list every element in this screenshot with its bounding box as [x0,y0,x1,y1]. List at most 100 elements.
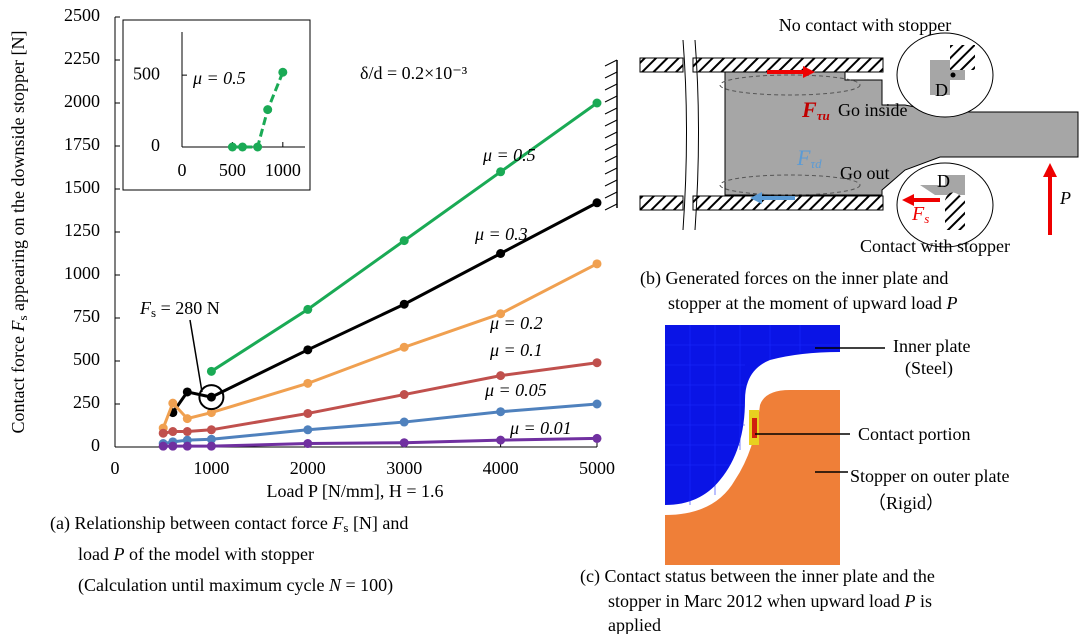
data-point [496,435,506,445]
x-tick-label: 5000 [579,458,615,478]
series-label: μ = 0.2 [489,313,543,333]
data-point [399,236,409,246]
data-point [496,167,506,177]
label: Contact portion [858,424,970,444]
x-tick-label: 500 [219,160,246,180]
y-tick-label: 2500 [64,5,100,25]
data-point [303,425,313,435]
series-label: μ = 0.5 [482,145,536,165]
label: Contact with stopper [860,236,1010,256]
data-point [592,433,602,443]
y-tick-label: 1250 [64,220,100,240]
label: Stopper on outer plate [850,466,1009,486]
caption-b: (b) Generated forces on the inner plate … [640,268,948,289]
data-point [303,408,313,418]
data-point [253,142,263,152]
y-tick-label: 250 [73,392,100,412]
data-point [182,427,192,437]
data-point [303,345,313,355]
data-point [303,439,313,449]
callout-circle [198,384,225,411]
label: Fτu [801,97,830,123]
data-point [206,434,216,444]
data-point [158,441,168,451]
caption-a: (Calculation until maximum cycle N = 100… [78,575,393,596]
x-tick-label: 4000 [483,458,519,478]
data-point [182,387,192,397]
x-tick-label: 1000 [265,160,301,180]
y-tick-label: 0 [91,435,100,455]
data-point [496,371,506,381]
series-label: μ = 0.5 [192,68,246,88]
y-tick-label: 1750 [64,134,100,154]
data-point [592,198,602,208]
y-tick-label: 500 [133,63,160,83]
data-point [206,392,216,402]
x-axis-label: Load P [N/mm], H = 1.6 [267,481,444,501]
data-point [237,142,247,152]
y-tick-label: 2250 [64,48,100,68]
label: Fs [911,203,929,226]
label: D [935,80,948,100]
y-tick-label: 1000 [64,263,100,283]
inset-frame [122,19,311,191]
series-line [163,436,598,448]
data-point [227,142,237,152]
caption-c: stopper in Marc 2012 when upward load P … [608,591,932,611]
series-label: μ = 0.1 [489,340,543,360]
x-tick-label: 1000 [193,458,229,478]
data-point [182,414,192,424]
label: P [1059,188,1071,208]
data-point [399,438,409,448]
data-point [303,378,313,388]
caption-b: stopper at the moment of upward load P [668,293,957,313]
data-point [399,390,409,400]
data-point [168,427,178,437]
caption-c: (c) Contact status between the inner pla… [580,566,935,587]
y-tick-label: 0 [151,135,160,155]
data-point [206,425,216,435]
y-tick-label: 500 [73,349,100,369]
data-point [592,358,602,368]
y-axis-label: Contact force Fs appearing on the downsi… [8,31,30,434]
y-tick-label: 1500 [64,177,100,197]
data-point [206,441,216,451]
y-tick-label: 750 [73,306,100,326]
label: D [937,171,950,191]
data-point [168,441,178,451]
annotation: δ/d = 0.2×10⁻³ [360,63,468,83]
x-tick-label: 0 [111,458,120,478]
data-point [168,398,178,408]
label: Fτd [796,145,822,171]
series-label: μ = 0.01 [509,418,572,438]
label: Go out [840,163,890,183]
panel-c-image [665,325,885,565]
series-label: μ = 0.3 [474,224,528,244]
x-tick-label: 2000 [290,458,326,478]
caption-a: (a) Relationship between contact force F… [50,513,408,535]
data-point [206,408,216,418]
data-point [592,259,602,269]
data-point [206,366,216,376]
data-point [399,299,409,309]
data-point [182,441,192,451]
panel-b-diagram [604,32,1079,248]
data-point [592,399,602,409]
x-tick-label: 0 [178,160,187,180]
x-tick-label: 3000 [386,458,422,478]
data-point [278,67,288,77]
data-point [263,105,273,115]
label: Inner plate [893,336,970,356]
data-point [496,249,506,258]
callout: Fs = 280 N [139,298,220,320]
data-point [592,98,602,108]
label: Go inside [838,100,908,120]
y-tick-label: 2000 [64,91,100,111]
data-point [158,428,168,438]
data-point [303,304,313,314]
callout-leader [189,319,203,393]
caption-a: load P of the model with stopper [78,544,314,564]
data-point [496,407,506,417]
label: （Rigid） [868,493,944,513]
